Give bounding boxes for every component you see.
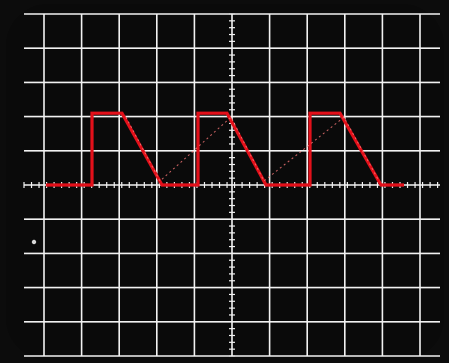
crt-screen [6, 4, 444, 360]
dot-icon [31, 239, 37, 245]
waveform-trace [46, 111, 404, 187]
waveform-trace-glint [125, 116, 380, 182]
